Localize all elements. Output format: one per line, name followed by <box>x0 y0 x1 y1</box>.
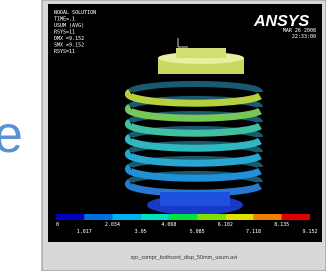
base-block <box>160 192 230 206</box>
screen: e NODAL SOLUTIONTIME=.1USUM (AVG)RSYS=11… <box>0 0 326 271</box>
legend-swatch <box>141 214 169 220</box>
header-line: TIME=.1 <box>54 17 75 23</box>
header-line: NODAL SOLUTION <box>54 10 96 16</box>
legend-swatch <box>112 214 140 220</box>
legend-swatch <box>254 214 282 220</box>
legend-swatch <box>84 214 112 220</box>
legend-label: 5.085 <box>190 229 205 235</box>
legend-swatch <box>225 214 253 220</box>
legend-label: 4.068 <box>161 222 176 228</box>
header-line: RSYS=11 <box>54 30 75 36</box>
legend-swatch <box>197 214 225 220</box>
legend-swatch <box>282 214 310 220</box>
legend-label: 7.118 <box>246 229 261 235</box>
header-line: USUM (AVG) <box>54 23 84 29</box>
caption: spr_compr_bothcont_disp_50mm_usum.avi <box>131 255 238 261</box>
header-line: RSYS=11 <box>54 49 75 55</box>
time: 22:33:00 <box>292 34 316 40</box>
legend-label: 2.034 <box>105 222 120 228</box>
legend-label: 8.135 <box>274 222 289 228</box>
slide-text: e <box>0 106 23 164</box>
header-line: DMX =9.152 <box>54 36 84 42</box>
legend-label: 6.102 <box>218 222 233 228</box>
top-cap <box>176 48 226 58</box>
legend-swatch <box>56 214 84 220</box>
legend-label: 1.017 <box>77 229 92 235</box>
legend-label: 9.152 <box>302 229 317 235</box>
legend-label: 0 <box>56 222 59 228</box>
header-line: SMX =9.152 <box>54 43 84 49</box>
legend-label: 3.05 <box>135 229 147 235</box>
legend-swatch <box>169 214 197 220</box>
